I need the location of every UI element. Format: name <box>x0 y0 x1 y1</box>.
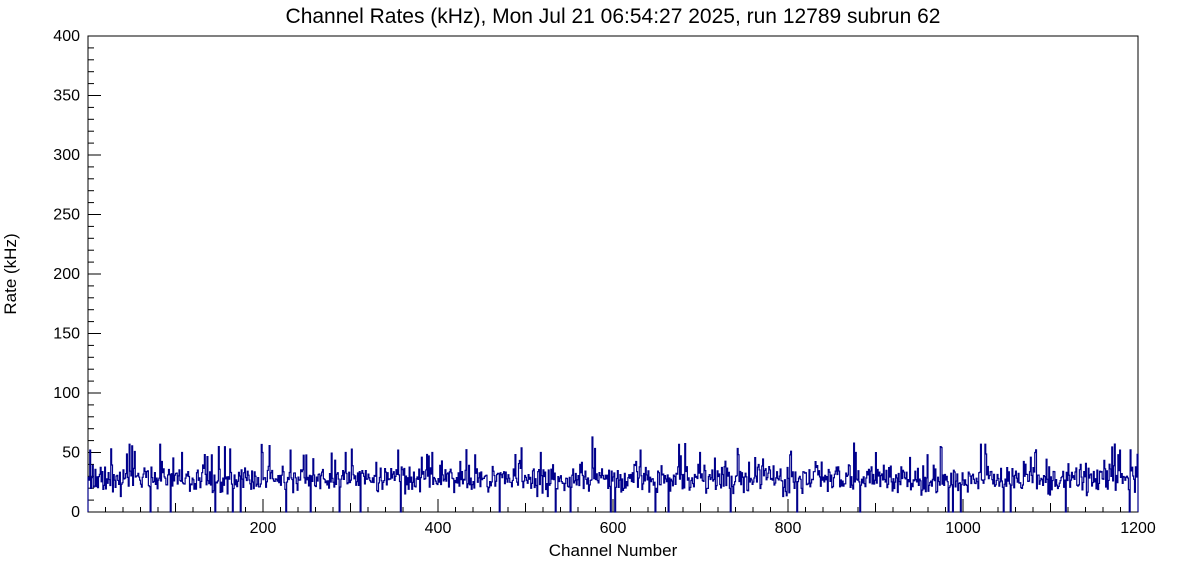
y-tick-label: 150 <box>53 326 80 343</box>
x-tick-label: 600 <box>600 520 627 537</box>
x-axis-title: Channel Number <box>549 541 678 560</box>
x-tick-label: 800 <box>775 520 802 537</box>
y-tick-label: 350 <box>53 88 80 105</box>
x-tick-label: 1000 <box>945 520 981 537</box>
y-tick-label: 400 <box>53 28 80 45</box>
y-tick-label: 100 <box>53 385 80 402</box>
y-tick-label: 200 <box>53 266 80 283</box>
y-tick-label: 50 <box>62 445 80 462</box>
x-tick-label: 400 <box>425 520 452 537</box>
chart-title: Channel Rates (kHz), Mon Jul 21 06:54:27… <box>285 5 941 28</box>
y-tick-label: 250 <box>53 207 80 224</box>
y-tick-label: 0 <box>71 504 80 521</box>
x-tick-label: 1200 <box>1120 520 1156 537</box>
plot-frame <box>87 35 1139 513</box>
y-tick-label: 300 <box>53 147 80 164</box>
x-tick-label: 200 <box>250 520 277 537</box>
series-path-channel-rates <box>87 436 1139 513</box>
y-axis-title: Rate (kHz) <box>1 233 20 314</box>
